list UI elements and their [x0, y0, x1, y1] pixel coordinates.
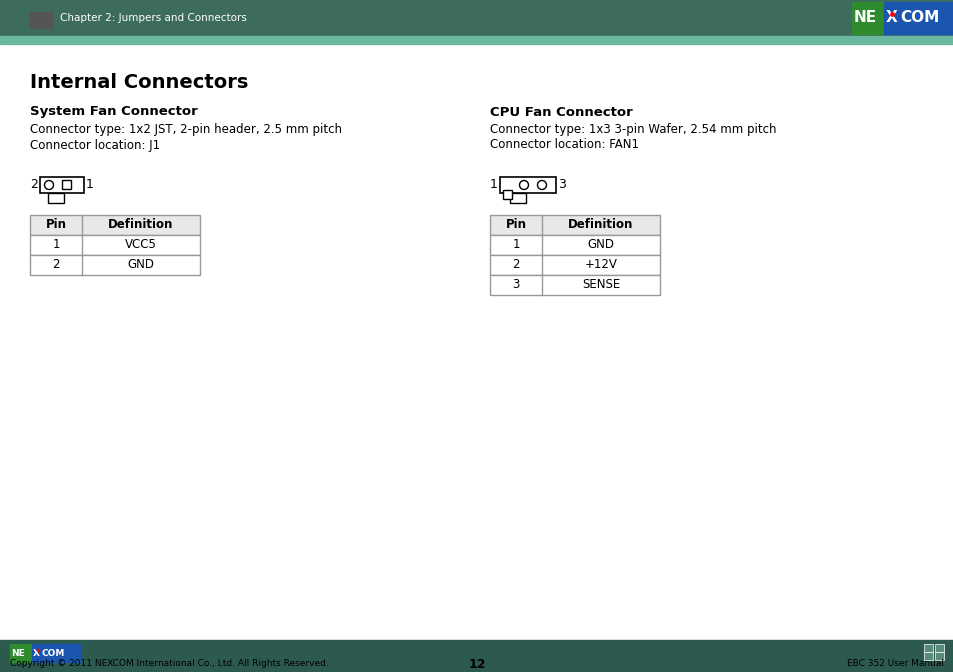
Text: 1: 1	[86, 179, 93, 192]
Bar	[502, 190, 512, 199]
Bar	[923, 644, 932, 652]
Text: Connector type: 1x2 JST, 2-pin header, 2.5 mm pitch: Connector type: 1x2 JST, 2-pin header, 2…	[30, 124, 341, 136]
Bar	[0, 36, 953, 44]
Text: Definition: Definition	[109, 218, 173, 231]
Text: NE: NE	[11, 648, 25, 657]
Text: EBC 352 User Manual: EBC 352 User Manual	[846, 659, 943, 669]
Text: System Fan Connector: System Fan Connector	[30, 106, 197, 118]
Bar	[0, 640, 953, 672]
Bar	[934, 652, 943, 660]
Text: GND: GND	[128, 259, 154, 271]
Text: X: X	[885, 11, 897, 26]
Text: X: X	[33, 648, 40, 657]
Text: 2: 2	[30, 179, 38, 192]
Bar	[10, 644, 32, 662]
Text: 3: 3	[512, 278, 519, 292]
Circle shape	[537, 181, 546, 190]
Text: VCC5: VCC5	[125, 239, 157, 251]
Bar	[40, 177, 84, 193]
Text: 3: 3	[558, 179, 565, 192]
Text: Internal Connectors: Internal Connectors	[30, 73, 248, 91]
Text: 1: 1	[512, 239, 519, 251]
Bar	[490, 235, 659, 255]
Text: Connector location: FAN1: Connector location: FAN1	[490, 138, 639, 151]
Text: COM: COM	[899, 11, 939, 26]
Bar	[499, 177, 556, 193]
Bar	[0, 0, 953, 36]
Bar	[883, 2, 953, 34]
Text: 1: 1	[490, 179, 497, 192]
Text: CPU Fan Connector: CPU Fan Connector	[490, 106, 632, 118]
Text: Chapter 2: Jumpers and Connectors: Chapter 2: Jumpers and Connectors	[60, 13, 247, 23]
Text: 2: 2	[512, 259, 519, 271]
Bar	[30, 235, 200, 255]
Bar	[923, 652, 932, 660]
Text: Definition: Definition	[568, 218, 633, 231]
Bar	[934, 644, 943, 652]
Bar	[30, 215, 200, 235]
Bar	[30, 255, 200, 275]
Bar	[851, 2, 883, 34]
Text: Copyright © 2011 NEXCOM International Co., Ltd. All Rights Reserved.: Copyright © 2011 NEXCOM International Co…	[10, 659, 329, 669]
Text: Connector type: 1x3 3-pin Wafer, 2.54 mm pitch: Connector type: 1x3 3-pin Wafer, 2.54 mm…	[490, 124, 776, 136]
Text: GND: GND	[587, 239, 614, 251]
Bar	[510, 193, 525, 203]
Bar	[490, 215, 659, 235]
Text: COM: COM	[42, 648, 66, 657]
Bar	[490, 255, 659, 275]
Text: 2: 2	[52, 259, 60, 271]
Text: 1: 1	[52, 239, 60, 251]
Bar	[62, 180, 71, 189]
Text: 12: 12	[468, 657, 485, 671]
Text: Connector location: J1: Connector location: J1	[30, 138, 160, 151]
Bar	[32, 644, 80, 662]
Text: +12V: +12V	[584, 259, 617, 271]
Bar	[490, 275, 659, 295]
Text: NE: NE	[853, 11, 876, 26]
Bar	[48, 193, 64, 203]
Text: Pin: Pin	[46, 218, 67, 231]
Circle shape	[45, 181, 53, 190]
Text: SENSE: SENSE	[581, 278, 619, 292]
Bar	[30, 12, 52, 28]
Circle shape	[519, 181, 528, 190]
Text: Pin: Pin	[505, 218, 526, 231]
